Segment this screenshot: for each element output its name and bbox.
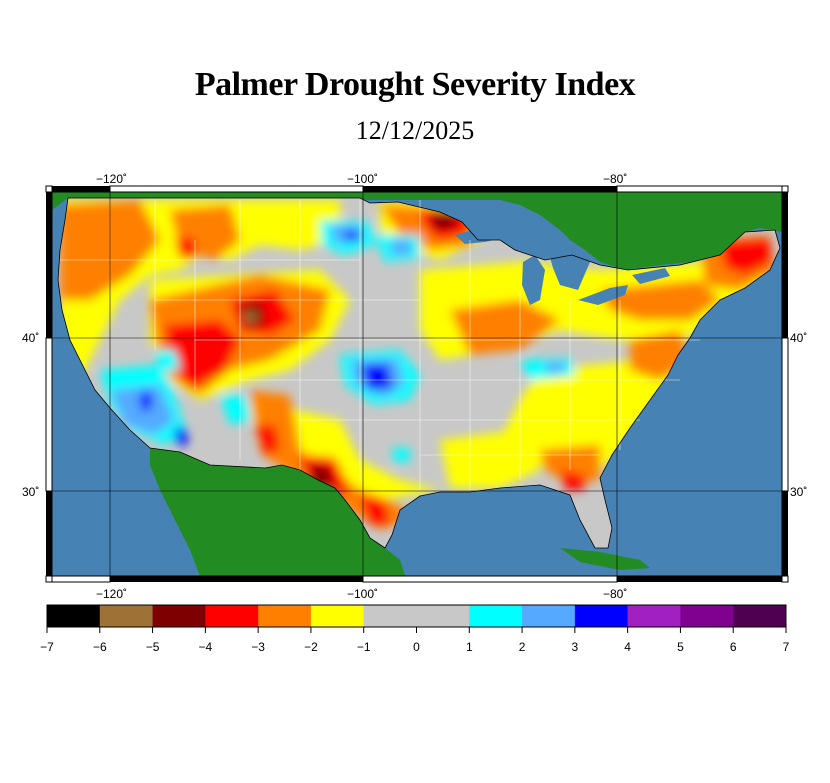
lon-label-bottom-120: −120˚ bbox=[96, 587, 128, 601]
mexico-land bbox=[150, 448, 405, 576]
lake-michigan bbox=[522, 255, 545, 305]
graticule bbox=[52, 192, 782, 576]
lon-label-top-100: −100˚ bbox=[347, 172, 379, 186]
canada-land bbox=[52, 192, 782, 270]
color-scale-cell bbox=[363, 605, 417, 627]
color-scale-label: −7 bbox=[40, 640, 54, 654]
color-scale-label: 7 bbox=[782, 640, 790, 654]
caribbean-land bbox=[560, 548, 650, 570]
color-scale-cell bbox=[522, 605, 576, 627]
color-scale-label: −2 bbox=[304, 640, 318, 654]
color-scale-label: 0 bbox=[413, 640, 420, 654]
color-scale-cell bbox=[310, 605, 365, 627]
lat-label-right-30: 30˚ bbox=[790, 485, 808, 499]
color-scale-label: −4 bbox=[198, 640, 213, 654]
color-scale-label: −1 bbox=[356, 640, 371, 654]
lon-label-top-120: −120˚ bbox=[96, 172, 128, 186]
color-scale-cell bbox=[627, 605, 681, 627]
map-title: Palmer Drought Severity Index bbox=[194, 66, 636, 103]
color-scale-label: −5 bbox=[145, 640, 160, 654]
color-scale-cell bbox=[152, 605, 206, 627]
color-scale-label: 4 bbox=[624, 640, 631, 654]
color-scale-label: 3 bbox=[571, 640, 579, 654]
lat-label-left-30: 30˚ bbox=[22, 485, 40, 499]
color-scale-label: 1 bbox=[465, 640, 473, 654]
color-scale-cell bbox=[574, 605, 629, 627]
lon-label-top-80: −80˚ bbox=[603, 172, 628, 186]
color-scale-cell bbox=[416, 605, 470, 627]
color-scale-label: −3 bbox=[251, 640, 265, 654]
lat-label-right-40: 40˚ bbox=[790, 331, 808, 345]
color-scale-cell bbox=[205, 605, 259, 627]
map-frame bbox=[45, 185, 789, 583]
color-scale-cell bbox=[469, 605, 523, 627]
color-scale-label: 2 bbox=[518, 640, 526, 654]
lake-huron bbox=[548, 245, 590, 290]
map-date: 12/12/2025 bbox=[355, 116, 475, 145]
color-scale-label: 5 bbox=[677, 640, 684, 654]
lon-label-bottom-100: −100˚ bbox=[347, 587, 379, 601]
lake-erie bbox=[578, 285, 628, 305]
color-scale-cell bbox=[47, 605, 101, 627]
lake-ontario bbox=[632, 268, 670, 284]
lat-label-left-40: 40˚ bbox=[22, 331, 40, 345]
lake-superior bbox=[455, 215, 548, 244]
color-scale-cell bbox=[258, 605, 312, 627]
color-scale-cell bbox=[680, 605, 734, 627]
color-scale-cell bbox=[99, 605, 154, 627]
lon-label-bottom-80: −80˚ bbox=[603, 587, 628, 601]
color-scale-label: 6 bbox=[729, 640, 737, 654]
color-scale-cell bbox=[733, 605, 787, 627]
color-scale-label: −6 bbox=[92, 640, 107, 654]
